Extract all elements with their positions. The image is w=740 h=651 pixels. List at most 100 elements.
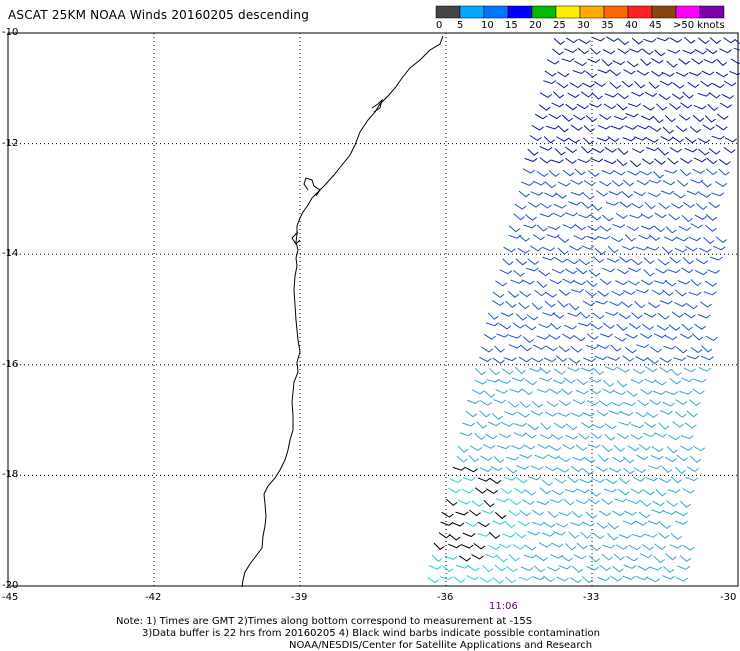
- wind-barb: [713, 246, 725, 250]
- wind-barb: [466, 468, 478, 472]
- wind-barb: [557, 137, 569, 142]
- wind-barb: [680, 169, 691, 175]
- wind-barb: [540, 158, 551, 163]
- latitude-tick-label: -20: [2, 580, 18, 591]
- wind-barb: [668, 270, 681, 273]
- wind-barb: [628, 446, 639, 451]
- wind-barb: [602, 171, 614, 174]
- wind-barb: [597, 523, 608, 529]
- wind-barb: [624, 70, 636, 74]
- wind-barb: [573, 115, 585, 120]
- wind-barb: [522, 280, 534, 284]
- wind-barb: [525, 380, 537, 385]
- wind-barb: [548, 226, 560, 229]
- wind-barb: [623, 356, 634, 362]
- wind-barb: [662, 290, 673, 296]
- wind-barb: [537, 336, 549, 339]
- wind-barb: [585, 291, 596, 297]
- wind-barb: [681, 103, 692, 108]
- wind-barb: [652, 510, 665, 513]
- wind-barb: [545, 71, 557, 76]
- wind-barb: [565, 213, 577, 216]
- wind-barb: [544, 193, 556, 197]
- wind-barb: [698, 138, 710, 142]
- wind-barb: [592, 424, 604, 428]
- note-line-1: Note: 1) Times are GMT 2)Times along bot…: [116, 616, 532, 627]
- wind-barb: [563, 279, 575, 283]
- wind-barb: [602, 545, 615, 548]
- wind-barb: [499, 434, 511, 438]
- wind-barb: [631, 313, 642, 319]
- colorbar-swatch: [484, 6, 508, 18]
- longitude-tick-label: -39: [291, 592, 307, 603]
- wind-barb: [625, 126, 637, 130]
- wind-barb: [645, 367, 657, 372]
- wind-barb: [686, 303, 697, 308]
- wind-barb: [635, 81, 645, 87]
- wind-barb: [675, 400, 687, 405]
- wind-barb: [671, 477, 682, 483]
- wind-barb: [623, 402, 635, 405]
- wind-barb: [591, 324, 602, 329]
- wind-barb: [583, 301, 595, 306]
- wind-barb: [611, 237, 623, 241]
- wind-barb: [546, 346, 558, 351]
- wind-barb: [576, 390, 588, 393]
- wind-barb: [701, 356, 713, 360]
- wind-barb: [505, 577, 516, 583]
- wind-barb: [568, 477, 579, 483]
- wind-barb: [519, 303, 530, 309]
- wind-barb: [619, 535, 631, 539]
- colorbar-label: 0: [436, 20, 442, 31]
- wind-barb: [579, 433, 590, 439]
- wind-barb: [618, 49, 630, 54]
- wind-barb: [550, 554, 562, 558]
- wind-barb: [566, 435, 578, 439]
- wind-barb: [461, 545, 473, 549]
- wind-barb: [577, 543, 588, 549]
- wind-barb: [515, 532, 526, 538]
- wind-barb: [571, 466, 582, 471]
- wind-barb: [545, 466, 557, 471]
- wind-barb: [558, 237, 569, 243]
- wind-barb: [557, 577, 569, 581]
- wind-barb: [641, 389, 653, 394]
- wind-barb: [703, 125, 715, 130]
- wind-barb: [592, 93, 602, 99]
- wind-barb: [734, 48, 740, 51]
- note-line-2: 3)Data buffer is 22 hrs from 20160205 4)…: [142, 628, 600, 639]
- wind-barb: [712, 136, 725, 139]
- wind-barb: [681, 378, 693, 382]
- wind-barb: [520, 455, 532, 459]
- wind-barb: [554, 369, 565, 374]
- wind-barb: [493, 358, 505, 363]
- wind-barb: [491, 466, 503, 470]
- wind-barb: [698, 149, 709, 155]
- wind-barb: [570, 523, 583, 526]
- wind-barb: [581, 368, 593, 371]
- wind-barb: [735, 39, 740, 45]
- wind-barb: [636, 576, 648, 579]
- wind-barb: [580, 479, 592, 482]
- wind-barb: [514, 423, 527, 426]
- wind-barb: [598, 236, 611, 239]
- wind-barb: [553, 213, 565, 217]
- wind-barb: [489, 532, 500, 538]
- map-grid: [8, 33, 738, 586]
- wind-barb: [553, 313, 564, 318]
- wind-barb: [486, 323, 499, 326]
- wind-barb: [552, 269, 564, 273]
- wind-barb: [675, 412, 686, 418]
- colorbar-swatch: [460, 6, 484, 18]
- wind-barb: [698, 315, 710, 318]
- wind-barb: [668, 158, 679, 164]
- wind-barb: [525, 158, 538, 161]
- wind-barb: [456, 565, 469, 568]
- wind-barb: [614, 499, 627, 502]
- wind-barb: [686, 246, 698, 251]
- wind-barb: [631, 380, 643, 384]
- wind-barb: [722, 94, 734, 98]
- wind-barb: [555, 478, 567, 483]
- wind-barb: [525, 215, 536, 221]
- wind-barb: [543, 576, 554, 582]
